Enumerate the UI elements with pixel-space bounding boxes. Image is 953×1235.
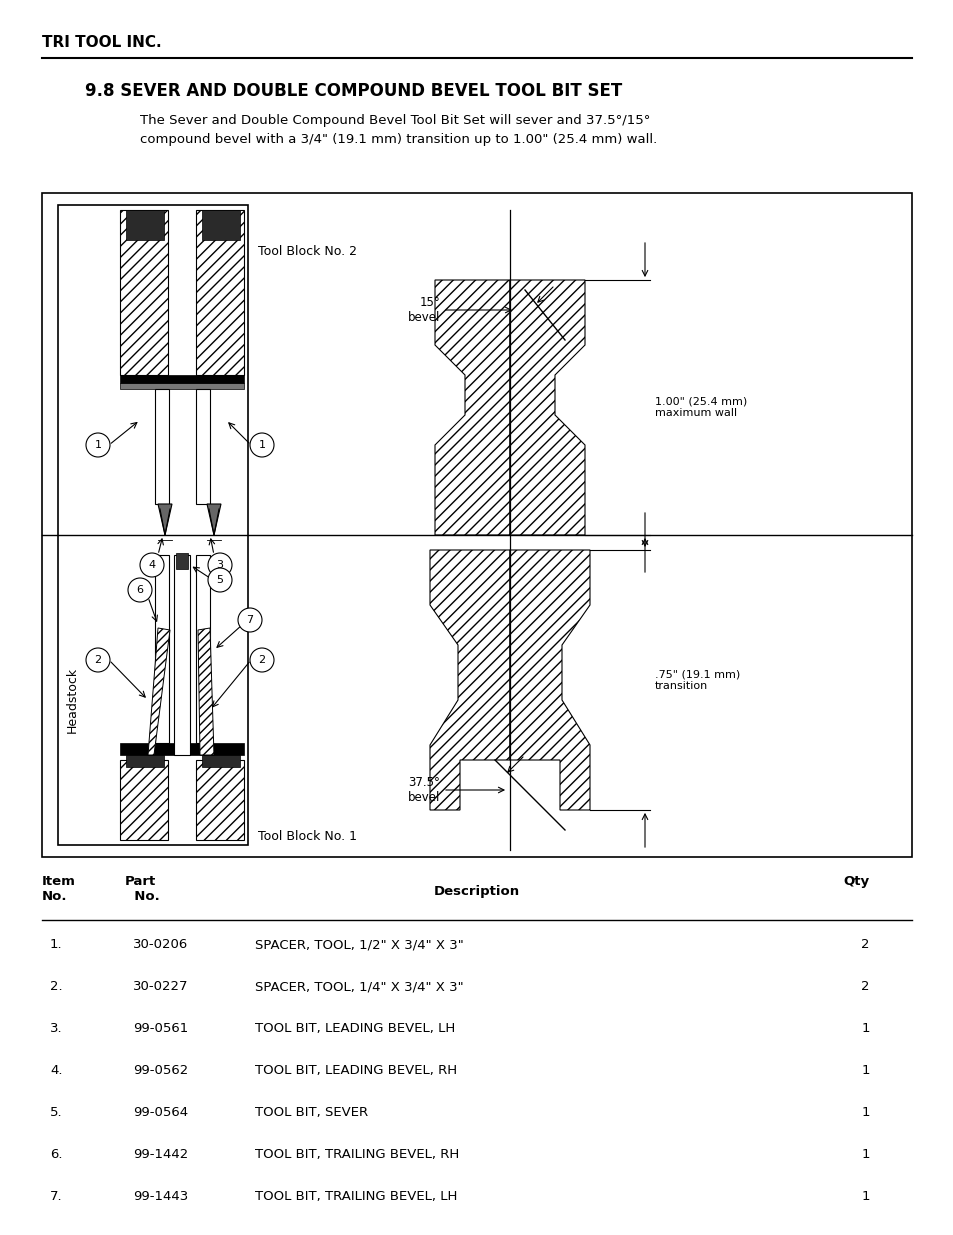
Circle shape xyxy=(208,568,232,592)
Circle shape xyxy=(128,578,152,601)
Text: Headstock: Headstock xyxy=(66,667,78,734)
Text: 2.: 2. xyxy=(50,981,63,993)
Polygon shape xyxy=(195,760,244,840)
Text: 30-0227: 30-0227 xyxy=(132,981,189,993)
Text: Tool Block No. 2: Tool Block No. 2 xyxy=(257,245,356,258)
Bar xyxy=(42,193,911,857)
Text: 2: 2 xyxy=(861,981,869,993)
Text: TRI TOOL INC.: TRI TOOL INC. xyxy=(42,35,161,49)
Text: 7.: 7. xyxy=(50,1191,63,1203)
Text: Part
  No.: Part No. xyxy=(125,876,159,903)
Text: 1.: 1. xyxy=(50,939,63,951)
Text: 3.: 3. xyxy=(50,1023,63,1035)
Text: TOOL BIT, TRAILING BEVEL, RH: TOOL BIT, TRAILING BEVEL, RH xyxy=(254,1149,458,1161)
Circle shape xyxy=(237,608,262,632)
Text: The Sever and Double Compound Bevel Tool Bit Set will sever and 37.5°/15°: The Sever and Double Compound Bevel Tool… xyxy=(140,114,650,127)
Text: compound bevel with a 3/4" (19.1 mm) transition up to 1.00" (25.4 mm) wall.: compound bevel with a 3/4" (19.1 mm) tra… xyxy=(140,133,657,146)
Bar xyxy=(120,743,244,755)
Polygon shape xyxy=(198,629,213,755)
Text: TOOL BIT, LEADING BEVEL, LH: TOOL BIT, LEADING BEVEL, LH xyxy=(254,1023,455,1035)
Text: 5.: 5. xyxy=(50,1107,63,1119)
Bar xyxy=(202,210,240,240)
Text: 1: 1 xyxy=(861,1065,869,1077)
Text: TOOL BIT, LEADING BEVEL, RH: TOOL BIT, LEADING BEVEL, RH xyxy=(254,1065,456,1077)
Polygon shape xyxy=(435,280,510,535)
Text: Description: Description xyxy=(434,885,519,898)
Bar xyxy=(195,389,210,504)
Text: 99-1443: 99-1443 xyxy=(132,1191,188,1203)
Text: 1: 1 xyxy=(258,440,265,450)
Bar xyxy=(154,389,169,504)
Text: 99-0562: 99-0562 xyxy=(132,1065,188,1077)
Circle shape xyxy=(250,648,274,672)
Circle shape xyxy=(86,648,110,672)
Text: 6: 6 xyxy=(136,585,143,595)
Circle shape xyxy=(140,553,164,577)
Bar xyxy=(202,755,240,767)
Circle shape xyxy=(250,433,274,457)
Bar xyxy=(58,205,248,845)
Text: 6.: 6. xyxy=(50,1149,63,1161)
Text: .75" (19.1 mm)
transition: .75" (19.1 mm) transition xyxy=(655,669,740,690)
Text: 1.00" (25.4 mm)
maximum wall: 1.00" (25.4 mm) maximum wall xyxy=(655,396,746,419)
Text: 9.8 SEVER AND DOUBLE COMPOUND BEVEL TOOL BIT SET: 9.8 SEVER AND DOUBLE COMPOUND BEVEL TOOL… xyxy=(85,82,621,100)
Text: 99-0564: 99-0564 xyxy=(132,1107,188,1119)
Bar xyxy=(120,383,244,389)
Bar xyxy=(126,210,164,240)
Text: 7: 7 xyxy=(246,615,253,625)
Polygon shape xyxy=(430,550,510,810)
Text: Qty: Qty xyxy=(843,876,869,888)
Text: 1: 1 xyxy=(861,1107,869,1119)
Text: 1: 1 xyxy=(861,1191,869,1203)
Text: 15°
bevel: 15° bevel xyxy=(407,296,439,324)
Text: 37.5°
bevel: 37.5° bevel xyxy=(407,776,439,804)
Text: Item
No.: Item No. xyxy=(42,876,76,903)
Polygon shape xyxy=(158,504,172,535)
Text: 3: 3 xyxy=(216,559,223,571)
Text: SPACER, TOOL, 1/2" X 3/4" X 3": SPACER, TOOL, 1/2" X 3/4" X 3" xyxy=(254,939,463,951)
Polygon shape xyxy=(510,280,584,535)
Text: TOOL BIT, TRAILING BEVEL, LH: TOOL BIT, TRAILING BEVEL, LH xyxy=(254,1191,456,1203)
Text: 1: 1 xyxy=(94,440,101,450)
Polygon shape xyxy=(510,550,589,810)
Bar xyxy=(175,553,188,569)
Bar xyxy=(154,555,169,743)
Text: Tool Block No. 1: Tool Block No. 1 xyxy=(257,830,356,844)
Circle shape xyxy=(208,553,232,577)
Polygon shape xyxy=(148,629,170,755)
Text: 99-0561: 99-0561 xyxy=(132,1023,188,1035)
Text: TOOL BIT, SEVER: TOOL BIT, SEVER xyxy=(254,1107,368,1119)
Text: 2: 2 xyxy=(258,655,265,664)
Bar xyxy=(173,555,190,755)
Text: 2: 2 xyxy=(94,655,101,664)
Polygon shape xyxy=(207,504,221,535)
Polygon shape xyxy=(120,760,168,840)
Text: 30-0206: 30-0206 xyxy=(132,939,188,951)
Circle shape xyxy=(86,433,110,457)
Text: 4.: 4. xyxy=(50,1065,63,1077)
Text: 2: 2 xyxy=(861,939,869,951)
Text: 1: 1 xyxy=(861,1149,869,1161)
Text: 99-1442: 99-1442 xyxy=(132,1149,188,1161)
Bar xyxy=(126,755,164,767)
Text: SPACER, TOOL, 1/4" X 3/4" X 3": SPACER, TOOL, 1/4" X 3/4" X 3" xyxy=(254,981,463,993)
Bar xyxy=(195,555,210,743)
Text: 1: 1 xyxy=(861,1023,869,1035)
Text: 5: 5 xyxy=(216,576,223,585)
Polygon shape xyxy=(120,210,168,375)
Polygon shape xyxy=(195,210,244,375)
Bar xyxy=(120,375,244,383)
Text: 4: 4 xyxy=(149,559,155,571)
